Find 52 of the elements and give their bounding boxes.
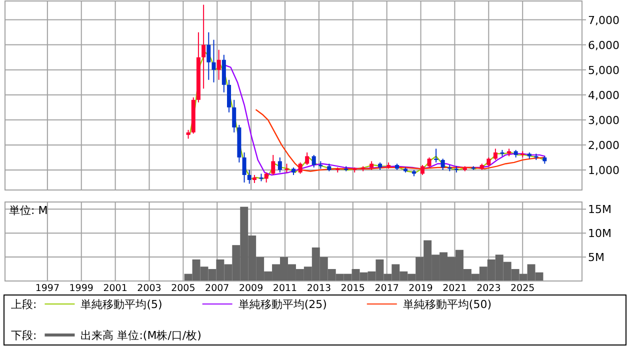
x-tick-label: 2005 [171, 283, 196, 294]
candlestick [227, 79, 232, 113]
x-tick-label: 2013 [306, 283, 332, 294]
x-tick-label: 2011 [272, 283, 298, 294]
candlestick [440, 158, 445, 170]
x-tick-label: 2023 [476, 283, 501, 294]
candlestick [427, 156, 432, 168]
candlestick [206, 32, 211, 80]
y-axis-title: 単位: M [9, 204, 48, 217]
candlestick [434, 148, 438, 163]
y-tick-label: 5,000 [588, 64, 620, 77]
x-tick-label: 1997 [35, 283, 60, 294]
legend-label: 単純移動平均(5) [80, 298, 162, 311]
candlestick [264, 172, 268, 183]
x-tick-label: 2003 [137, 283, 162, 294]
candlestick [271, 154, 276, 176]
x-tick-label: 2025 [510, 283, 535, 294]
candlestick [247, 169, 252, 184]
candlestick [242, 152, 246, 183]
x-tick-label: 2017 [374, 283, 399, 294]
candlestick [232, 99, 236, 133]
y-tick-label: 3,000 [588, 114, 620, 127]
legend-title: 上段: [11, 298, 37, 311]
legend-title: 下段: [11, 329, 37, 342]
y-tick-label: 6,000 [588, 38, 620, 52]
candlestick [420, 164, 424, 176]
x-tick-label: 2021 [442, 283, 467, 294]
y-tick-label: 5M [588, 251, 604, 264]
x-tick-label: 2001 [103, 283, 128, 294]
line-series [256, 109, 546, 172]
candlestick [278, 156, 282, 173]
legend-label: 出来高 単位:(M株/口/枚) [80, 329, 202, 342]
candlestick [216, 49, 221, 80]
x-tick-label: 2019 [408, 283, 433, 294]
legend-label: 単純移動平均(50) [402, 298, 492, 311]
candlestick [212, 39, 216, 83]
x-tick-label: 2009 [238, 283, 264, 294]
legend-label: 単純移動平均(25) [238, 298, 327, 311]
candlestick [312, 154, 316, 168]
y-tick-label: 1,000 [588, 164, 620, 177]
y-tick-label: 15M [588, 203, 612, 216]
x-tick-label: 2007 [205, 283, 230, 294]
candlestick [493, 148, 498, 160]
y-tick-label: 2,000 [588, 138, 620, 152]
y-tick-label: 4,000 [588, 88, 620, 102]
candlestick [305, 152, 310, 166]
y-tick-label: 10M [588, 227, 612, 240]
x-tick-label: 1999 [69, 283, 94, 294]
x-tick-label: 2015 [340, 283, 365, 294]
candlestick [298, 162, 302, 174]
y-tick-label: 7,000 [588, 14, 620, 27]
candlestick [202, 4, 206, 90]
